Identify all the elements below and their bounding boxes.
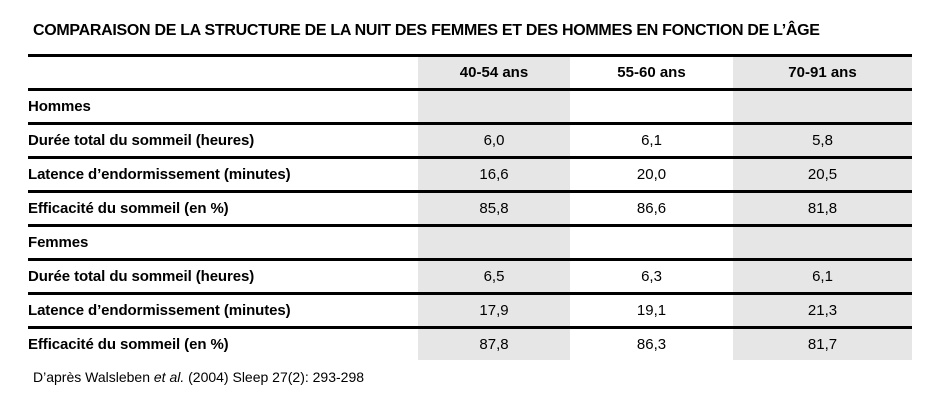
empty-cell (570, 90, 733, 124)
section-label-femmes: Femmes (28, 234, 89, 251)
empty-cell (418, 89, 570, 124)
header-age-70-91: 70-91 ans (733, 55, 912, 90)
page-title: COMPARAISON DE LA STRUCTURE DE LA NUIT D… (33, 22, 820, 39)
empty-cell (418, 225, 570, 260)
value-cell: 6,3 (641, 268, 662, 285)
value-cell: 6,1 (733, 259, 912, 294)
value-cell: 86,6 (636, 200, 667, 217)
value-cell: 6,5 (418, 259, 570, 294)
table-row-femmes-latence: Latence d’endormissement (minutes) 17,9 … (28, 293, 912, 328)
row-label: Efficacité du sommeil (en %) (28, 336, 229, 353)
value-cell: 85,8 (418, 191, 570, 226)
row-label: Latence d’endormissement (minutes) (28, 302, 291, 319)
table-row-hommes-duree: Durée total du sommeil (heures) 6,0 6,1 … (28, 123, 912, 158)
table-row-hommes-latence: Latence d’endormissement (minutes) 16,6 … (28, 157, 912, 192)
sleep-comparison-table: 40-54 ans 55-60 ans 70-91 ans Hommes Dur… (28, 54, 912, 360)
empty-cell (733, 89, 912, 124)
table-header-row: 40-54 ans 55-60 ans 70-91 ans (28, 55, 912, 90)
empty-cell (570, 226, 733, 260)
row-label: Durée total du sommeil (heures) (28, 268, 255, 285)
header-empty-cell (28, 56, 418, 90)
section-row-femmes: Femmes (28, 225, 912, 260)
value-cell: 19,1 (636, 302, 667, 319)
value-cell: 81,8 (733, 191, 912, 226)
value-cell: 17,9 (418, 293, 570, 328)
value-cell: 81,7 (733, 327, 912, 360)
value-cell: 20,5 (733, 157, 912, 192)
header-age-55-60: 55-60 ans (617, 64, 686, 81)
table-row-femmes-duree: Durée total du sommeil (heures) 6,5 6,3 … (28, 259, 912, 294)
source-citation: D’après Walsleben et al. (2004) Sleep 27… (33, 369, 364, 385)
value-cell: 86,3 (636, 336, 667, 353)
section-row-hommes: Hommes (28, 89, 912, 124)
value-cell: 21,3 (733, 293, 912, 328)
value-cell: 6,0 (418, 123, 570, 158)
row-label: Durée total du sommeil (heures) (28, 132, 255, 149)
source-et-al: et al. (153, 369, 185, 385)
source-prefix: D’après Walsleben (33, 369, 154, 385)
section-label-hommes: Hommes (28, 98, 91, 115)
header-age-40-54: 40-54 ans (418, 55, 570, 90)
table-row-femmes-efficacite: Efficacité du sommeil (en %) 87,8 86,3 8… (28, 327, 912, 360)
value-cell: 16,6 (418, 157, 570, 192)
row-label: Efficacité du sommeil (en %) (28, 200, 229, 217)
table-row-hommes-efficacite: Efficacité du sommeil (en %) 85,8 86,6 8… (28, 191, 912, 226)
empty-cell (733, 225, 912, 260)
value-cell: 20,0 (636, 166, 667, 183)
source-suffix: (2004) Sleep 27(2): 293-298 (184, 369, 365, 385)
value-cell: 5,8 (733, 123, 912, 158)
row-label: Latence d’endormissement (minutes) (28, 166, 291, 183)
value-cell: 6,1 (641, 132, 662, 149)
value-cell: 87,8 (418, 327, 570, 360)
